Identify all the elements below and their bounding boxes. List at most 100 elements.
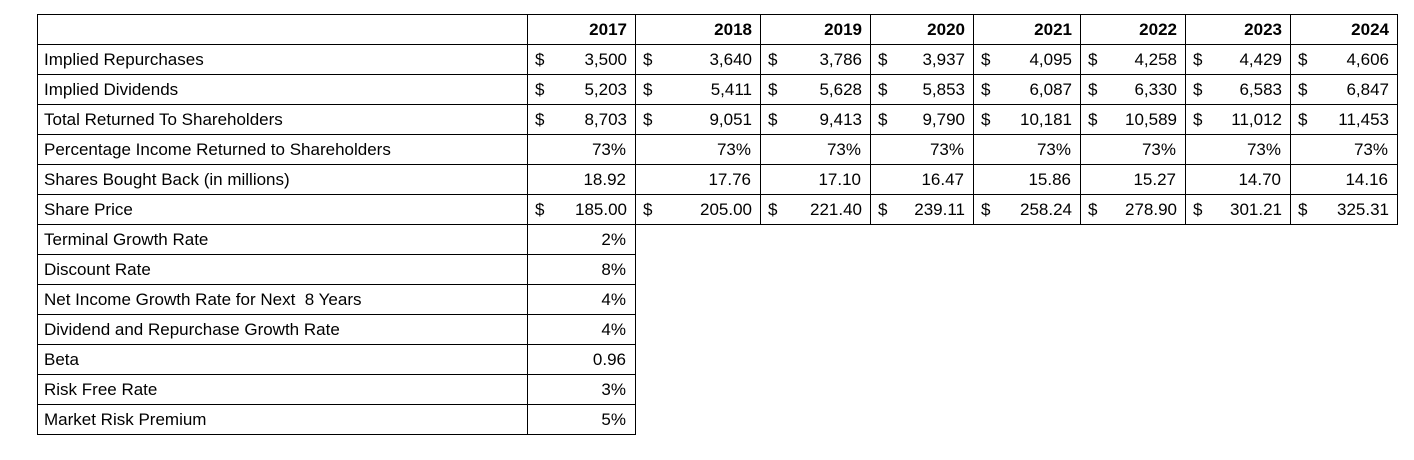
value-cell[interactable]: $278.90	[1080, 194, 1186, 225]
row-label-cell[interactable]: Share Price	[37, 194, 528, 225]
year-header-cell[interactable]: 2022	[1080, 14, 1186, 45]
value-cell[interactable]: $9,790	[870, 104, 974, 135]
dollar-sign: $	[981, 80, 991, 99]
value-cell[interactable]: $3,786	[760, 44, 871, 75]
value-cell[interactable]: 73%	[973, 134, 1081, 165]
dollar-sign: $	[1088, 50, 1098, 69]
dollar-sign: $	[1193, 50, 1203, 69]
value-cell[interactable]: $4,606	[1290, 44, 1398, 75]
table-row-share-price: Share Price $185.00 $205.00 $221.40 $239…	[37, 194, 1398, 225]
row-label-cell[interactable]: Percentage Income Returned to Shareholde…	[37, 134, 528, 165]
year-header-cell[interactable]: 2023	[1185, 14, 1291, 45]
dollar-sign: $	[535, 110, 545, 129]
dollar-sign: $	[1088, 80, 1098, 99]
value-cell[interactable]: $11,453	[1290, 104, 1398, 135]
value-cell[interactable]: $6,087	[973, 74, 1081, 105]
value-cell[interactable]: 15.86	[973, 164, 1081, 195]
value-cell[interactable]: $301.21	[1185, 194, 1291, 225]
value-cell[interactable]: $5,628	[760, 74, 871, 105]
value-cell[interactable]: 3%	[527, 374, 636, 405]
value-cell[interactable]: $5,411	[635, 74, 761, 105]
year-header-cell[interactable]: 2024	[1290, 14, 1398, 45]
value-cell[interactable]: 73%	[870, 134, 974, 165]
corner-empty-cell[interactable]	[37, 14, 528, 45]
dollar-sign: $	[1298, 200, 1308, 219]
row-label-cell[interactable]: Market Risk Premium	[37, 404, 528, 435]
value-cell[interactable]: 5%	[527, 404, 636, 435]
value-cell[interactable]: 73%	[760, 134, 871, 165]
value-cell[interactable]: $6,330	[1080, 74, 1186, 105]
value-cell[interactable]: $205.00	[635, 194, 761, 225]
value-cell[interactable]: 2%	[527, 224, 636, 255]
value-cell[interactable]: 17.10	[760, 164, 871, 195]
row-label-cell[interactable]: Total Returned To Shareholders	[37, 104, 528, 135]
dollar-sign: $	[1088, 110, 1098, 129]
table-row-terminal-growth-rate: Terminal Growth Rate 2%	[37, 224, 1398, 255]
value-cell[interactable]: 73%	[527, 134, 636, 165]
dollar-sign: $	[535, 80, 545, 99]
dollar-sign: $	[878, 110, 888, 129]
value-cell[interactable]: $3,640	[635, 44, 761, 75]
value-cell[interactable]: 4%	[527, 314, 636, 345]
value-cell[interactable]: $10,181	[973, 104, 1081, 135]
value-cell[interactable]: 17.76	[635, 164, 761, 195]
value-cell[interactable]: 4%	[527, 284, 636, 315]
row-label-cell[interactable]: Risk Free Rate	[37, 374, 528, 405]
value-cell[interactable]: $11,012	[1185, 104, 1291, 135]
year-header-cell[interactable]: 2018	[635, 14, 761, 45]
dollar-sign: $	[981, 200, 991, 219]
year-header-cell[interactable]: 2021	[973, 14, 1081, 45]
value-cell[interactable]: $3,500	[527, 44, 636, 75]
value-cell[interactable]: 73%	[1290, 134, 1398, 165]
dollar-sign: $	[1298, 50, 1308, 69]
row-label-cell[interactable]: Net Income Growth Rate for Next 8 Years	[37, 284, 528, 315]
dollar-sign: $	[878, 80, 888, 99]
value-cell[interactable]: 0.96	[527, 344, 636, 375]
value-cell[interactable]: $258.24	[973, 194, 1081, 225]
table-row-implied-repurchases: Implied Repurchases $3,500 $3,640 $3,786…	[37, 44, 1398, 75]
value-cell[interactable]: $5,853	[870, 74, 974, 105]
row-label-cell[interactable]: Discount Rate	[37, 254, 528, 285]
value-cell[interactable]: $325.31	[1290, 194, 1398, 225]
year-header-cell[interactable]: 2019	[760, 14, 871, 45]
value-cell[interactable]: 73%	[1185, 134, 1291, 165]
row-label-cell[interactable]: Dividend and Repurchase Growth Rate	[37, 314, 528, 345]
dollar-sign: $	[643, 110, 653, 129]
table-row-discount-rate: Discount Rate 8%	[37, 254, 1398, 285]
dollar-sign: $	[768, 50, 778, 69]
value-cell[interactable]: $8,703	[527, 104, 636, 135]
value-cell[interactable]: 14.70	[1185, 164, 1291, 195]
row-label-cell[interactable]: Shares Bought Back (in millions)	[37, 164, 528, 195]
value-cell[interactable]: $221.40	[760, 194, 871, 225]
dollar-sign: $	[878, 50, 888, 69]
year-header-cell[interactable]: 2020	[870, 14, 974, 45]
value-cell[interactable]: $4,258	[1080, 44, 1186, 75]
value-cell[interactable]: $9,413	[760, 104, 871, 135]
value-cell[interactable]: $6,847	[1290, 74, 1398, 105]
year-header-cell[interactable]: 2017	[527, 14, 636, 45]
value-cell[interactable]: 16.47	[870, 164, 974, 195]
value-cell[interactable]: $185.00	[527, 194, 636, 225]
row-label-cell[interactable]: Beta	[37, 344, 528, 375]
value-cell[interactable]: 73%	[635, 134, 761, 165]
row-label-cell[interactable]: Terminal Growth Rate	[37, 224, 528, 255]
dollar-sign: $	[1193, 80, 1203, 99]
value-cell[interactable]: $3,937	[870, 44, 974, 75]
value-cell[interactable]: $6,583	[1185, 74, 1291, 105]
dollar-sign: $	[1088, 200, 1098, 219]
value-cell[interactable]: 18.92	[527, 164, 636, 195]
row-label-cell[interactable]: Implied Repurchases	[37, 44, 528, 75]
value-cell[interactable]: $9,051	[635, 104, 761, 135]
dollar-sign: $	[768, 80, 778, 99]
value-cell[interactable]: $10,589	[1080, 104, 1186, 135]
value-cell[interactable]: $4,429	[1185, 44, 1291, 75]
row-label-cell[interactable]: Implied Dividends	[37, 74, 528, 105]
value-cell[interactable]: 14.16	[1290, 164, 1398, 195]
value-cell[interactable]: $239.11	[870, 194, 974, 225]
value-cell[interactable]: 8%	[527, 254, 636, 285]
value-cell[interactable]: 15.27	[1080, 164, 1186, 195]
value-cell[interactable]: $4,095	[973, 44, 1081, 75]
value-cell[interactable]: $5,203	[527, 74, 636, 105]
dollar-sign: $	[535, 50, 545, 69]
value-cell[interactable]: 73%	[1080, 134, 1186, 165]
